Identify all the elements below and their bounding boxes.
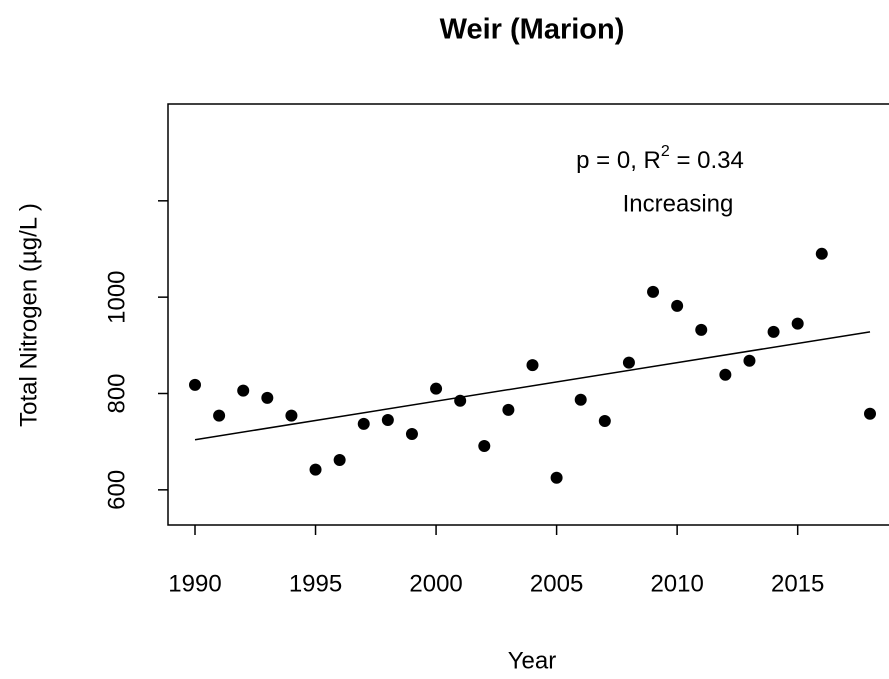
y-tick-label: 600 xyxy=(103,470,130,510)
data-point xyxy=(430,382,443,395)
x-axis-label: Year xyxy=(508,647,557,674)
data-point xyxy=(189,378,201,391)
data-point xyxy=(261,391,274,404)
data-point xyxy=(478,440,491,453)
data-point xyxy=(285,409,298,422)
x-tick-label: 2010 xyxy=(650,570,703,597)
annotation-superscript: 2 xyxy=(661,143,670,160)
data-point xyxy=(622,356,635,369)
data-point xyxy=(333,453,346,466)
data-point xyxy=(815,247,828,260)
y-tick-label: 1000 xyxy=(103,270,130,323)
plot-frame xyxy=(167,103,889,526)
data-point xyxy=(719,368,732,381)
y-axis-label: Total Nitrogen (µg/L ) xyxy=(15,203,42,427)
data-point xyxy=(309,463,322,476)
annotation-text: = 0.34 xyxy=(670,147,744,174)
data-point xyxy=(864,407,876,420)
data-point xyxy=(767,325,780,338)
annotation: Increasing xyxy=(623,190,734,217)
data-point xyxy=(526,359,539,372)
data-point xyxy=(791,317,804,330)
x-tick-label: 2005 xyxy=(530,570,583,597)
annotation: p = 0, R2 = 0.34 xyxy=(576,143,744,174)
data-point xyxy=(237,384,250,397)
data-point xyxy=(671,299,684,312)
x-tick-label: 1995 xyxy=(289,570,342,597)
data-point xyxy=(454,394,467,407)
data-point xyxy=(647,285,660,298)
data-point xyxy=(381,413,394,426)
data-point xyxy=(357,417,370,430)
data-point xyxy=(695,323,708,336)
trend-line xyxy=(194,331,871,441)
data-point xyxy=(743,354,756,367)
annotation-text: p = 0, R xyxy=(576,147,661,174)
x-tick-label: 2000 xyxy=(409,570,462,597)
x-tick-label: 2015 xyxy=(771,570,824,597)
data-point xyxy=(550,471,563,484)
data-point xyxy=(574,393,587,406)
chart-title: Weir (Marion) xyxy=(440,14,625,46)
x-tick-label: 1990 xyxy=(168,570,221,597)
data-point xyxy=(502,403,515,416)
data-point xyxy=(598,414,611,427)
data-point xyxy=(213,409,226,422)
y-tick-label: 800 xyxy=(103,373,130,413)
data-point xyxy=(405,427,418,440)
